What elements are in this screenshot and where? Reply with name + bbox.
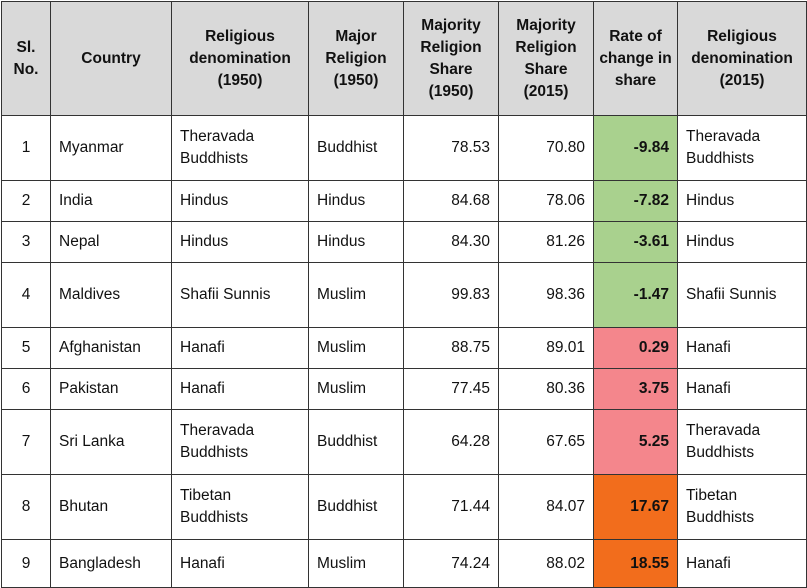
- cell-denomination-1950: Hanafi: [171, 368, 309, 410]
- cell-denomination-1950: Theravada Buddhists: [171, 409, 309, 475]
- cell-share-2015: 78.06: [498, 180, 594, 222]
- cell-share-1950: 84.30: [403, 221, 499, 263]
- header-major-religion-1950: Major Religion (1950): [308, 1, 404, 116]
- cell-share-1950: 88.75: [403, 327, 499, 369]
- cell-share-1950: 99.83: [403, 262, 499, 328]
- cell-denomination-2015: Hanafi: [677, 368, 807, 410]
- table-row: 1 Myanmar Theravada Buddhists Buddhist 78.53…: [1, 115, 807, 181]
- table-row: 8 Bhutan Tibetan Buddhists Buddhist 71.44 84.…: [1, 474, 807, 540]
- table-row: 4 Maldives Shafii Sunnis Muslim 99.83 98.36 -1…: [1, 262, 807, 328]
- cell-major-religion-1950: Muslim: [308, 368, 404, 410]
- cell-sl-no: 4: [1, 262, 51, 328]
- table-row: 3 Nepal Hindus Hindus 84.30 81.26 -3.61 Hindus: [1, 221, 807, 263]
- cell-rate-of-change: -9.84: [593, 115, 678, 181]
- cell-denomination-2015: Shafii Sunnis: [677, 262, 807, 328]
- cell-denomination-2015: Hanafi: [677, 539, 807, 588]
- cell-rate-of-change: -1.47: [593, 262, 678, 328]
- cell-denomination-1950: Hanafi: [171, 327, 309, 369]
- cell-rate-of-change: 18.55: [593, 539, 678, 588]
- cell-major-religion-1950: Hindus: [308, 180, 404, 222]
- header-country: Country: [50, 1, 172, 116]
- cell-share-2015: 80.36: [498, 368, 594, 410]
- cell-sl-no: 1: [1, 115, 51, 181]
- cell-denomination-2015: Hindus: [677, 221, 807, 263]
- cell-rate-of-change: 5.25: [593, 409, 678, 475]
- cell-major-religion-1950: Muslim: [308, 327, 404, 369]
- cell-share-2015: 98.36: [498, 262, 594, 328]
- cell-sl-no: 8: [1, 474, 51, 540]
- cell-sl-no: 5: [1, 327, 51, 369]
- cell-denomination-1950: Theravada Buddhists: [171, 115, 309, 181]
- cell-denomination-2015: Theravada Buddhists: [677, 409, 807, 475]
- cell-share-2015: 81.26: [498, 221, 594, 263]
- cell-major-religion-1950: Buddhist: [308, 115, 404, 181]
- table-row: 2 India Hindus Hindus 84.68 78.06 -7.82 Hindus: [1, 180, 807, 222]
- cell-share-1950: 78.53: [403, 115, 499, 181]
- table-row: 9 Bangladesh Hanafi Muslim 74.24 88.02 18.55 Ha…: [1, 539, 807, 588]
- header-row: Sl. No. Country Religious denomination (…: [1, 1, 807, 116]
- cell-country: Nepal: [50, 221, 172, 263]
- cell-share-1950: 77.45: [403, 368, 499, 410]
- cell-denomination-1950: Hindus: [171, 180, 309, 222]
- cell-rate-of-change: 17.67: [593, 474, 678, 540]
- cell-denomination-1950: Hindus: [171, 221, 309, 263]
- header-denomination-2015: Religious denomination (2015): [677, 1, 807, 116]
- table-header: Sl. No. Country Religious denomination (…: [1, 1, 807, 116]
- cell-major-religion-1950: Buddhist: [308, 409, 404, 475]
- header-rate-of-change: Rate of change in share: [593, 1, 678, 116]
- cell-share-1950: 71.44: [403, 474, 499, 540]
- cell-major-religion-1950: Hindus: [308, 221, 404, 263]
- cell-sl-no: 3: [1, 221, 51, 263]
- header-share-2015: Majority Religion Share (2015): [498, 1, 594, 116]
- cell-sl-no: 9: [1, 539, 51, 588]
- cell-major-religion-1950: Muslim: [308, 539, 404, 588]
- cell-share-1950: 64.28: [403, 409, 499, 475]
- cell-share-1950: 84.68: [403, 180, 499, 222]
- table-row: 5 Afghanistan Hanafi Muslim 88.75 89.01 0.29 Ha…: [1, 327, 807, 369]
- cell-share-2015: 84.07: [498, 474, 594, 540]
- cell-denomination-2015: Hindus: [677, 180, 807, 222]
- cell-denomination-2015: Hanafi: [677, 327, 807, 369]
- cell-rate-of-change: -7.82: [593, 180, 678, 222]
- cell-sl-no: 6: [1, 368, 51, 410]
- cell-denomination-1950: Hanafi: [171, 539, 309, 588]
- cell-sl-no: 2: [1, 180, 51, 222]
- cell-share-2015: 89.01: [498, 327, 594, 369]
- cell-denomination-1950: Shafii Sunnis: [171, 262, 309, 328]
- cell-rate-of-change: 3.75: [593, 368, 678, 410]
- cell-rate-of-change: 0.29: [593, 327, 678, 369]
- table-row: 7 Sri Lanka Theravada Buddhists Buddhist 64.…: [1, 409, 807, 475]
- header-sl-no: Sl. No.: [1, 1, 51, 116]
- cell-country: Bangladesh: [50, 539, 172, 588]
- cell-sl-no: 7: [1, 409, 51, 475]
- cell-country: Bhutan: [50, 474, 172, 540]
- table-row: 6 Pakistan Hanafi Muslim 77.45 80.36 3.75 Hanaf…: [1, 368, 807, 410]
- cell-country: Sri Lanka: [50, 409, 172, 475]
- cell-share-1950: 74.24: [403, 539, 499, 588]
- table-body: 1 Myanmar Theravada Buddhists Buddhist 78.53…: [1, 115, 807, 588]
- cell-major-religion-1950: Muslim: [308, 262, 404, 328]
- cell-share-2015: 88.02: [498, 539, 594, 588]
- cell-country: Maldives: [50, 262, 172, 328]
- cell-denomination-2015: Theravada Buddhists: [677, 115, 807, 181]
- header-denomination-1950: Religious denomination (1950): [171, 1, 309, 116]
- header-share-1950: Majority Religion Share (1950): [403, 1, 499, 116]
- cell-share-2015: 67.65: [498, 409, 594, 475]
- cell-country: Pakistan: [50, 368, 172, 410]
- cell-share-2015: 70.80: [498, 115, 594, 181]
- cell-rate-of-change: -3.61: [593, 221, 678, 263]
- cell-country: Afghanistan: [50, 327, 172, 369]
- cell-major-religion-1950: Buddhist: [308, 474, 404, 540]
- cell-denomination-1950: Tibetan Buddhists: [171, 474, 309, 540]
- cell-denomination-2015: Tibetan Buddhists: [677, 474, 807, 540]
- cell-country: India: [50, 180, 172, 222]
- cell-country: Myanmar: [50, 115, 172, 181]
